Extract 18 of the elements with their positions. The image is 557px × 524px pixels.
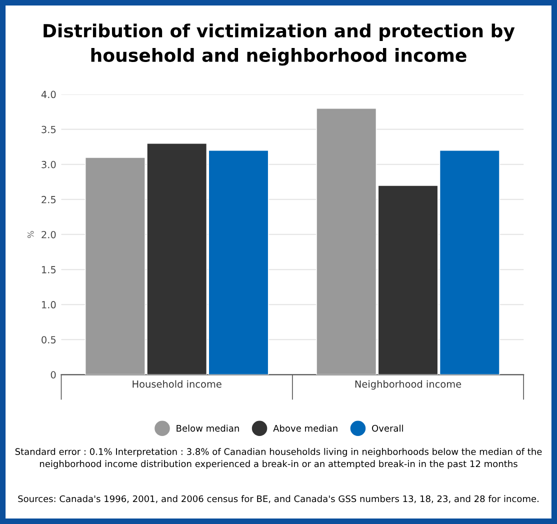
y-tick-label: 0 bbox=[50, 371, 56, 378]
y-tick-label: 4.0 bbox=[41, 90, 56, 98]
legend-label: Overall bbox=[372, 424, 403, 432]
legend-label: Below median bbox=[176, 424, 239, 432]
y-axis-title: % bbox=[27, 230, 34, 238]
y-tick-label: 3.0 bbox=[42, 160, 56, 168]
x-tick-label: Household income bbox=[132, 380, 222, 388]
x-tick-label: Neighborhood income bbox=[355, 380, 462, 390]
y-tick-label: 2.5 bbox=[42, 196, 56, 204]
chart-title: Distribution of victimization and protection by household and neighborhood income bbox=[44, 24, 515, 66]
legend-label: Above median bbox=[273, 424, 338, 432]
y-tick-label: 3.5 bbox=[42, 126, 56, 134]
y-tick-label: 2.0 bbox=[42, 230, 56, 238]
source-note: Sources: Canada's 1996, 2001, and 2006 census for BE, and Canada's GSS numbers 13, 18, 23, and 28 for income. bbox=[18, 495, 538, 504]
y-tick-label: 1.5 bbox=[42, 266, 56, 274]
text: Standard error : 0.1% Interpretation : 3.8% of Canadian households living in neighborhoods below the median of the neighborhood income distribution experienced a break-in or an attempted break-in in the past 12 months bbox=[15, 448, 542, 469]
y-tick-label: 0.5 bbox=[42, 336, 56, 344]
y-tick-label: 1.0 bbox=[42, 301, 56, 308]
